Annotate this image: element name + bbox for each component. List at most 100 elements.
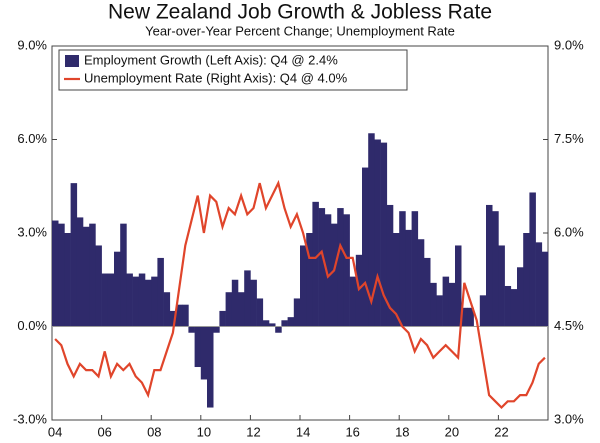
bar — [498, 245, 505, 327]
x-tick-label: 08 — [147, 424, 161, 439]
y-tick-label: 3.0% — [17, 224, 47, 239]
bar — [337, 208, 344, 327]
bar — [176, 304, 183, 327]
bar — [343, 214, 350, 327]
bar — [250, 279, 257, 327]
bar — [52, 220, 59, 327]
bar — [225, 292, 233, 327]
bar — [132, 276, 140, 327]
bar — [262, 320, 270, 327]
bar — [188, 326, 195, 333]
bar — [287, 317, 295, 327]
bar — [386, 204, 394, 327]
x-tick-label: 12 — [246, 424, 260, 439]
bar — [510, 289, 518, 327]
bar — [89, 223, 96, 327]
y-tick-label: 6.0% — [17, 131, 47, 146]
bar — [244, 270, 251, 327]
bar — [269, 323, 276, 327]
bar — [492, 211, 499, 327]
bar — [213, 326, 220, 333]
bar — [411, 211, 419, 327]
y2-tick-label: 9.0% — [554, 37, 584, 52]
bar — [331, 223, 338, 327]
bar — [368, 133, 375, 327]
bar — [169, 310, 177, 327]
chart-title: New Zealand Job Growth & Jobless Rate — [108, 1, 492, 24]
bar — [281, 320, 288, 327]
bar — [461, 307, 468, 327]
x-tick-label: 06 — [97, 424, 111, 439]
bar — [120, 223, 127, 327]
chart-subtitle: Year-over-Year Percent Change; Unemploym… — [145, 23, 455, 38]
bar — [430, 282, 437, 327]
legend-label: Unemployment Rate (Right Axis): Q4 @ 4.0… — [84, 70, 348, 85]
bar — [107, 273, 115, 327]
bar — [504, 285, 512, 327]
bar — [424, 257, 431, 327]
bar — [523, 233, 530, 327]
y2-tick-label: 3.0% — [554, 411, 584, 426]
bar — [64, 233, 71, 327]
bar — [362, 167, 369, 327]
x-tick-label: 18 — [395, 424, 409, 439]
bar — [455, 245, 462, 327]
bar — [114, 251, 121, 327]
bar — [355, 254, 363, 327]
bar — [448, 282, 456, 327]
y2-tick-label: 6.0% — [554, 224, 584, 239]
bar — [436, 295, 443, 327]
y-tick-label: -3.0% — [13, 411, 47, 426]
x-tick-label: 16 — [345, 424, 359, 439]
bar — [399, 211, 406, 327]
bar — [101, 273, 109, 327]
legend-swatch — [65, 55, 79, 67]
y-tick-label: 0.0% — [17, 318, 47, 333]
bar — [393, 233, 400, 327]
bar — [467, 307, 474, 327]
bar — [517, 267, 524, 327]
x-tick-label: 14 — [296, 424, 310, 439]
bar — [486, 204, 493, 327]
bar — [194, 326, 202, 368]
bar — [126, 273, 133, 327]
bar — [207, 326, 214, 408]
bar — [256, 298, 264, 327]
bar — [151, 276, 158, 327]
x-tick-label: 22 — [494, 424, 508, 439]
bar — [306, 233, 313, 327]
bar — [417, 239, 425, 327]
bar — [324, 214, 332, 327]
bar — [529, 192, 536, 327]
bar — [275, 326, 282, 333]
bar — [541, 251, 549, 327]
bar — [200, 326, 208, 380]
bar — [238, 292, 245, 327]
bar — [293, 298, 301, 327]
bar — [535, 242, 543, 327]
bar — [58, 223, 65, 327]
bar — [318, 208, 326, 327]
y-tick-label: 9.0% — [17, 37, 47, 52]
bar — [157, 257, 164, 327]
line — [54, 179, 546, 410]
bar — [300, 245, 307, 327]
y2-tick-label: 4.5% — [554, 318, 584, 333]
bar — [163, 292, 171, 327]
bar — [312, 201, 319, 327]
bar — [405, 229, 412, 327]
bar — [219, 310, 226, 327]
bar — [349, 276, 357, 327]
bar — [374, 139, 381, 327]
x-tick-label: 20 — [445, 424, 459, 439]
bar — [76, 217, 84, 327]
x-tick-label: 04 — [48, 424, 62, 439]
legend-label: Employment Growth (Left Axis): Q4 @ 2.4% — [84, 52, 338, 67]
bar — [138, 273, 146, 327]
bar — [380, 142, 388, 327]
bar — [145, 279, 152, 327]
bar — [95, 245, 102, 327]
legend-box — [58, 49, 408, 91]
bar — [479, 295, 487, 327]
